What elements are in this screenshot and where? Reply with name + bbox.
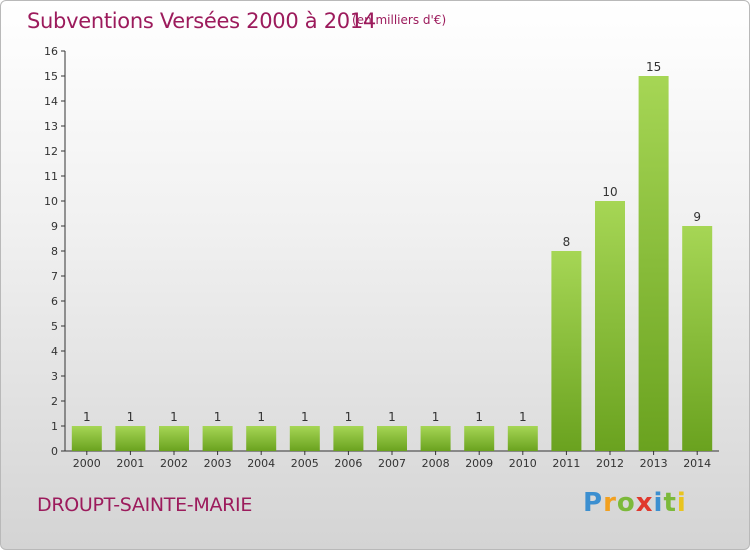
x-tick-label: 2014	[683, 457, 711, 470]
x-tick-label: 2004	[247, 457, 275, 470]
chart-data-labels: 1 1 1 1 1 1 1 1 1 1 1 8 10 15 9	[83, 60, 701, 424]
bar-2002	[159, 426, 189, 451]
y-tick-label: 7	[51, 270, 58, 283]
x-tick-label: 2010	[509, 457, 537, 470]
bar-2010	[507, 426, 538, 451]
chart-subtitle: (en milliers d'€)	[352, 13, 447, 27]
x-tick-label: 2002	[160, 457, 188, 470]
data-label-2006: 1	[345, 410, 353, 424]
x-tick-label: 2003	[204, 457, 232, 470]
logo-letter: o	[616, 488, 636, 518]
y-tick-label: 13	[44, 120, 58, 133]
bar-2007	[377, 426, 407, 451]
y-tick-label: 16	[44, 45, 58, 58]
y-tick-label: 4	[51, 345, 58, 358]
y-tick-label: 5	[51, 320, 58, 333]
bar-2014	[682, 226, 713, 451]
data-label-2003: 1	[214, 410, 222, 424]
bar-2001	[115, 426, 146, 451]
y-tick-label: 3	[51, 370, 58, 383]
x-tick-label: 2012	[596, 457, 624, 470]
x-tick-label: 2000	[73, 457, 101, 470]
chart-bars	[71, 76, 713, 451]
data-label-2008: 1	[432, 410, 440, 424]
data-label-2010: 1	[519, 410, 527, 424]
logo-letter: i	[676, 488, 687, 518]
bar-2005	[289, 426, 320, 451]
x-tick-label: 2005	[291, 457, 319, 470]
y-tick-label: 15	[44, 70, 58, 83]
bar-2012	[595, 201, 625, 451]
x-tick-label: 2013	[640, 457, 668, 470]
x-tick-label: 2001	[116, 457, 144, 470]
data-label-2000: 1	[83, 410, 91, 424]
y-tick-label: 12	[44, 145, 58, 158]
logo-letter: x	[635, 488, 654, 518]
x-tick-label: 2006	[334, 457, 362, 470]
proxiti-logo: Proxiti	[583, 488, 687, 518]
y-tick-label: 6	[51, 295, 58, 308]
data-label-2009: 1	[475, 410, 483, 424]
y-tick-label: 0	[51, 445, 58, 458]
x-tick-label: 2009	[465, 457, 493, 470]
bar-2009	[464, 426, 495, 451]
x-tick-label: 2007	[378, 457, 406, 470]
x-tick-label: 2008	[422, 457, 450, 470]
bar-2011	[551, 251, 582, 451]
logo-letter: P	[583, 488, 604, 518]
data-label-2011: 8	[563, 235, 571, 249]
bar-2008	[420, 426, 451, 451]
data-label-2012: 10	[602, 185, 617, 199]
y-tick-label: 10	[44, 195, 58, 208]
logo-letter: r	[603, 488, 617, 518]
logo-letter: i	[653, 488, 664, 518]
data-label-2004: 1	[257, 410, 265, 424]
bar-2000	[71, 426, 102, 451]
y-tick-label: 8	[51, 245, 58, 258]
chart-title: Subventions Versées 2000 à 2014	[27, 9, 376, 33]
y-tick-label: 1	[51, 420, 58, 433]
data-label-2014: 9	[693, 210, 701, 224]
commune-name: DROUPT-SAINTE-MARIE	[37, 494, 253, 516]
logo-letter: t	[663, 488, 677, 518]
bar-2004	[246, 426, 277, 451]
bar-2003	[202, 426, 233, 451]
y-tick-label: 14	[44, 95, 58, 108]
bar-2013	[638, 76, 669, 451]
bar-2006	[333, 426, 364, 451]
data-label-2001: 1	[127, 410, 135, 424]
data-label-2007: 1	[388, 410, 396, 424]
data-label-2005: 1	[301, 410, 309, 424]
x-tick-label: 2011	[552, 457, 580, 470]
y-tick-label: 9	[51, 220, 58, 233]
data-label-2002: 1	[170, 410, 178, 424]
data-label-2013: 15	[646, 60, 661, 74]
y-tick-label: 2	[51, 395, 58, 408]
y-tick-label: 11	[44, 170, 58, 183]
